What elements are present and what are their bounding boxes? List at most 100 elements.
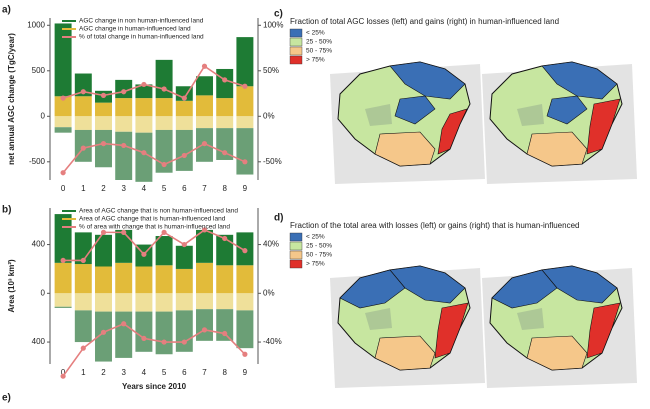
legend-label: AGC change in non human-influenced land [79,18,204,25]
bar-negative [115,131,133,180]
bar [155,265,173,294]
x-tick-label: 3 [121,368,126,377]
region [434,302,469,359]
x-tick-label: 8 [222,184,227,193]
line-marker [60,95,66,101]
legend-label: 25 - 50% [306,39,332,46]
region [526,131,588,167]
line-marker [222,77,228,83]
bar-negative [216,293,234,310]
bar [216,98,234,117]
y2-tick-label: 0% [263,111,275,120]
bar-negative [74,116,92,130]
texture [517,308,544,330]
line-marker [161,229,167,235]
panel-label: d) [274,213,283,224]
bar-negative [95,293,112,312]
y2-tick-label: -50% [263,157,282,166]
bar [54,214,72,263]
y-tick-label: 400 [32,337,46,346]
region [339,269,406,309]
bar [196,95,213,117]
bar-negative [236,293,254,311]
bar-negative [115,293,133,312]
line-marker [100,92,107,98]
legend-swatch [289,46,303,56]
line-marker [121,321,127,327]
bar [95,266,112,294]
bar-negative [115,311,133,358]
bar-negative [155,116,173,130]
legend-label: 50 - 75% [306,252,332,259]
legend-swatch [289,250,303,260]
bar-negative [175,310,193,352]
bar-negative [95,129,112,168]
bar-negative [196,309,213,341]
line-marker [242,351,248,357]
bar-negative [135,311,153,352]
legend-swatch [289,232,303,242]
bar [175,245,193,269]
texture [365,104,392,126]
region [541,61,618,100]
legend-swatch [289,55,303,65]
bar [115,262,133,294]
texture [517,104,544,126]
bar-negative [175,116,193,130]
bar [175,268,193,294]
region [389,61,466,100]
bar-negative [54,293,72,307]
bar-negative [216,128,234,160]
line-marker [181,95,187,101]
bar [216,68,234,99]
bar [115,229,133,263]
region [437,108,468,155]
bar [216,265,234,294]
bar-negative [155,311,173,355]
x-tick-label: 2 [101,184,106,193]
bar-negative [236,116,254,129]
panel-label: b) [2,205,11,216]
bar-negative [95,116,112,130]
line-marker [161,86,167,92]
line-marker [201,327,208,333]
region [394,95,436,125]
x-tick-label: 7 [202,184,207,193]
bar [175,86,193,101]
legend-label: Area of AGC change that is non human-inf… [79,208,238,215]
bar [74,264,92,294]
line [62,142,246,174]
bar [115,98,133,117]
x-tick-label: 5 [162,184,167,193]
bar [95,102,112,117]
line-marker [201,227,208,233]
region [374,131,436,167]
x-tick-label: 4 [142,184,147,193]
line-marker [181,152,187,159]
line-marker [60,257,66,264]
y-tick-label: 1000 [27,20,45,29]
x-tick-label: 1 [81,184,86,193]
legend-swatch [289,28,303,38]
legend-swatch [289,241,303,251]
line-marker [222,150,228,156]
line-marker [161,161,167,168]
line-marker [141,150,147,156]
legend-label: < 25% [306,234,325,241]
y2-tick-label: -40% [263,337,282,346]
legend-label: > 75% [306,57,325,64]
bar-negative [135,293,153,312]
bar [135,98,153,117]
bar-negative [115,116,133,132]
y-tick-label: 500 [32,66,46,75]
panel-label: e) [2,393,11,404]
bar [74,96,92,117]
x-axis-title: Years since 2010 [122,382,187,391]
legend-label: 50 - 75% [306,48,332,55]
x-tick-label: 6 [182,184,187,193]
bar-negative [54,116,72,128]
bar [236,37,254,87]
x-tick-label: 5 [162,368,167,377]
map [482,265,637,388]
